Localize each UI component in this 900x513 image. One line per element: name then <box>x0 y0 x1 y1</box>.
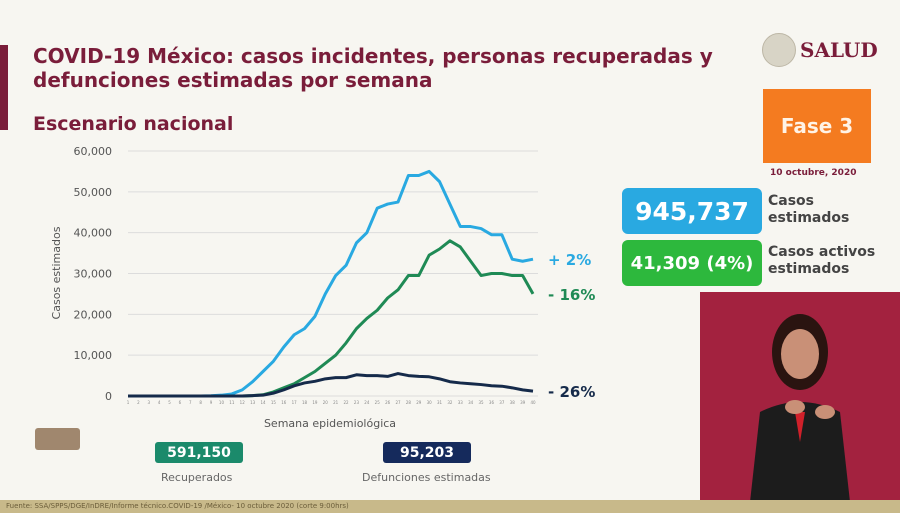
page-title: COVID-19 México: casos incidentes, perso… <box>33 44 713 92</box>
y-tick-label: 10,000 <box>74 349 113 362</box>
y-tick-label: 0 <box>105 390 112 403</box>
deaths-label: Defunciones estimadas <box>362 471 491 484</box>
source-footer: Fuente: SSA/SPPS/DGE/InDRE/Informe técni… <box>0 500 900 513</box>
recovered-label: Recuperados <box>161 471 233 484</box>
series-end-label: + 2% <box>548 251 591 269</box>
decorative-emblem <box>35 428 80 450</box>
kpi-label-line: estimados <box>768 261 850 277</box>
x-tick-label: 27 <box>395 400 401 405</box>
x-tick-label: 4 <box>158 400 161 405</box>
kpi-estimated-cases: 945,737 <box>622 188 762 234</box>
x-tick-label: 35 <box>479 400 485 405</box>
x-tick-label: 21 <box>333 400 339 405</box>
x-tick-label: 19 <box>312 400 318 405</box>
x-axis-label: Semana epidemiológica <box>264 417 396 430</box>
x-tick-label: 18 <box>302 400 308 405</box>
interpreter-silhouette <box>750 314 850 502</box>
x-tick-label: 9 <box>210 400 213 405</box>
accent-bar <box>0 45 8 130</box>
x-tick-label: 11 <box>229 400 235 405</box>
x-tick-label: 28 <box>406 400 412 405</box>
x-tick-label: 29 <box>416 400 422 405</box>
y-tick-label: 40,000 <box>74 227 113 240</box>
series-line-0 <box>128 169 534 398</box>
x-tick-label: 37 <box>499 400 505 405</box>
kpi-label-line: estimados <box>768 210 850 226</box>
x-tick-label: 34 <box>468 400 474 405</box>
x-tick-label: 16 <box>281 400 287 405</box>
x-tick-label: 17 <box>292 400 298 405</box>
x-tick-label: 25 <box>375 400 381 405</box>
salud-logo: SALUD <box>762 33 878 67</box>
y-tick-label: 30,000 <box>74 268 113 281</box>
series-line-1 <box>128 239 535 398</box>
x-tick-label: 14 <box>260 400 266 405</box>
kpi-active-cases: 41,309 (4%) <box>622 240 762 286</box>
kpi-active-cases-label: Casos activos estimados <box>768 244 875 278</box>
x-tick-label: 38 <box>510 400 516 405</box>
x-tick-label: 5 <box>168 400 171 405</box>
x-tick-label: 8 <box>199 400 202 405</box>
series-end-label: - 16% <box>548 286 595 304</box>
x-tick-label: 24 <box>364 400 370 405</box>
kpi-label-line: Casos activos <box>768 244 876 260</box>
y-axis-label: Casos estimados <box>50 226 63 319</box>
deaths-value: 95,203 <box>383 442 471 463</box>
x-tick-label: 22 <box>344 400 350 405</box>
x-tick-label: 40 <box>530 400 536 405</box>
x-tick-label: 10 <box>219 400 225 405</box>
x-tick-label: 36 <box>489 400 495 405</box>
x-tick-label: 13 <box>250 400 256 405</box>
x-tick-label: 31 <box>437 400 443 405</box>
seal-icon <box>762 33 796 67</box>
sign-language-interpreter-video <box>700 292 900 502</box>
x-tick-label: 26 <box>385 400 391 405</box>
logo-text: SALUD <box>800 38 878 62</box>
x-tick-label: 3 <box>147 400 150 405</box>
x-tick-label: 33 <box>458 400 464 405</box>
report-date: 10 octubre, 2020 <box>770 168 857 178</box>
x-tick-label: 20 <box>323 400 329 405</box>
x-tick-label: 1 <box>127 400 130 405</box>
x-tick-label: 6 <box>179 400 182 405</box>
y-tick-label: 50,000 <box>74 186 113 199</box>
kpi-label-line: Casos <box>768 193 815 209</box>
x-tick-label: 12 <box>240 400 246 405</box>
x-tick-label: 39 <box>520 400 526 405</box>
page-subtitle: Escenario nacional <box>33 113 234 135</box>
x-tick-label: 2 <box>137 400 140 405</box>
y-tick-label: 20,000 <box>74 308 113 321</box>
x-tick-label: 32 <box>447 400 453 405</box>
kpi-estimated-cases-label: Casos estimados <box>768 193 849 227</box>
series-line-2 <box>128 372 534 398</box>
series-end-label: - 26% <box>548 383 595 401</box>
recovered-value: 591,150 <box>155 442 243 463</box>
x-tick-label: 23 <box>354 400 360 405</box>
x-tick-label: 15 <box>271 400 277 405</box>
x-tick-label: 30 <box>427 400 433 405</box>
phase-badge: Fase 3 <box>763 89 871 163</box>
x-tick-label: 7 <box>189 400 192 405</box>
y-tick-label: 60,000 <box>74 145 113 158</box>
